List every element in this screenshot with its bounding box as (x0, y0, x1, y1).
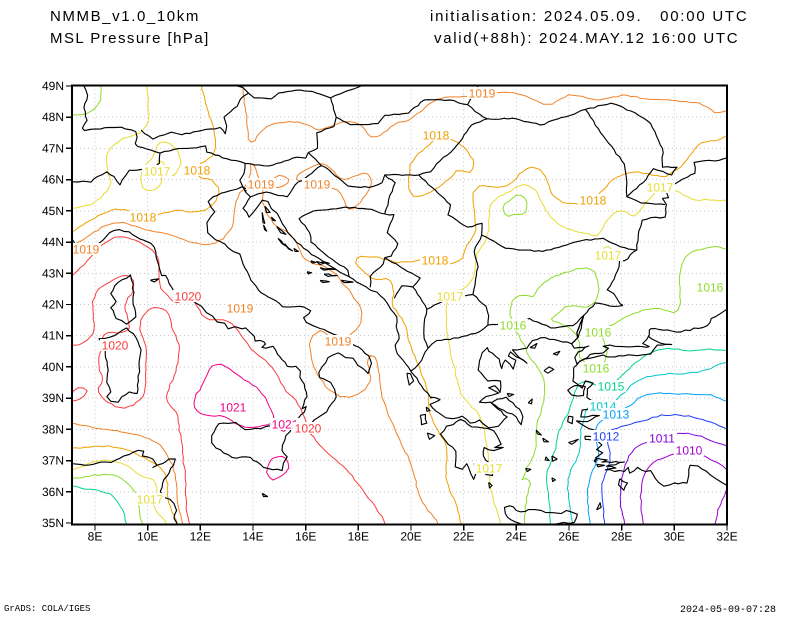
svg-text:42N: 42N (42, 298, 64, 312)
svg-text:12E: 12E (190, 530, 211, 544)
svg-text:1011: 1011 (649, 432, 675, 446)
svg-text:38N: 38N (42, 422, 64, 436)
svg-text:1017: 1017 (437, 290, 464, 304)
svg-text:16E: 16E (295, 530, 316, 544)
svg-text:1021: 1021 (220, 401, 247, 415)
svg-text:41N: 41N (42, 329, 64, 343)
svg-text:36N: 36N (42, 485, 64, 499)
svg-text:44N: 44N (42, 235, 64, 249)
svg-text:10E: 10E (137, 530, 158, 544)
svg-text:1020: 1020 (175, 290, 202, 304)
svg-text:46N: 46N (42, 173, 64, 187)
svg-text:37N: 37N (42, 454, 64, 468)
svg-text:26E: 26E (558, 530, 579, 544)
svg-text:49N: 49N (42, 79, 64, 93)
svg-text:14E: 14E (242, 530, 263, 544)
svg-text:1018: 1018 (423, 129, 450, 143)
svg-text:43N: 43N (42, 266, 64, 280)
svg-text:20E: 20E (400, 530, 421, 544)
svg-text:39N: 39N (42, 391, 64, 405)
svg-text:1010: 1010 (676, 444, 703, 458)
svg-text:1017: 1017 (647, 181, 674, 195)
svg-text:1017: 1017 (137, 493, 164, 507)
svg-text:1013: 1013 (603, 408, 630, 422)
svg-text:1018: 1018 (130, 211, 157, 225)
svg-text:1018: 1018 (422, 254, 449, 268)
svg-text:40N: 40N (42, 360, 64, 374)
svg-text:1016: 1016 (500, 319, 527, 333)
svg-text:1018: 1018 (580, 194, 607, 208)
svg-text:18E: 18E (348, 530, 369, 544)
svg-text:1017: 1017 (595, 249, 622, 263)
svg-text:1020: 1020 (295, 422, 322, 436)
svg-text:1019: 1019 (227, 302, 254, 316)
svg-text:1019: 1019 (325, 335, 352, 349)
svg-text:47N: 47N (42, 141, 64, 155)
svg-text:1019: 1019 (248, 178, 275, 192)
svg-text:30E: 30E (664, 530, 685, 544)
svg-text:32E: 32E (716, 530, 737, 544)
svg-text:1016: 1016 (697, 281, 724, 295)
svg-text:1019: 1019 (469, 87, 496, 101)
svg-text:22E: 22E (453, 530, 474, 544)
svg-text:1012: 1012 (593, 430, 620, 444)
svg-text:1015: 1015 (598, 380, 625, 394)
svg-text:1017: 1017 (476, 462, 503, 476)
svg-text:48N: 48N (42, 110, 64, 124)
svg-text:1018: 1018 (184, 164, 211, 178)
svg-text:1019: 1019 (73, 243, 100, 257)
svg-text:8E: 8E (88, 530, 103, 544)
svg-text:1016: 1016 (585, 326, 612, 340)
svg-text:1016: 1016 (583, 362, 610, 376)
svg-text:24E: 24E (506, 530, 527, 544)
svg-text:35N: 35N (42, 516, 64, 530)
svg-text:1017: 1017 (144, 165, 171, 179)
svg-text:1021: 1021 (272, 418, 299, 432)
svg-text:1019: 1019 (304, 178, 331, 192)
svg-text:1020: 1020 (102, 339, 129, 353)
svg-text:45N: 45N (42, 204, 64, 218)
svg-text:28E: 28E (611, 530, 632, 544)
